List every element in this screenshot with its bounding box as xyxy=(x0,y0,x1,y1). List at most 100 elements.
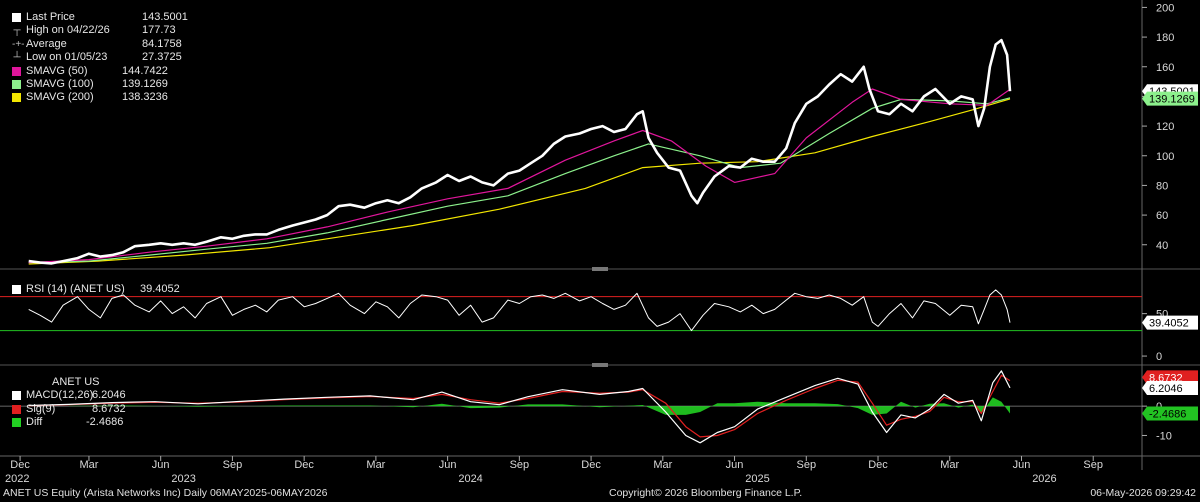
x-tick-label: Sep xyxy=(223,459,243,471)
legend-macd: MACD(12,26) 6.2046 xyxy=(6,389,136,402)
legend-label: Diff xyxy=(26,416,43,429)
macd-diff-histogram xyxy=(68,397,1011,415)
legend-label: RSI (14) (ANET US) xyxy=(26,283,125,295)
legend-average: -+- Average 84.1758 xyxy=(6,37,182,51)
legend-label: MACD(12,26) xyxy=(26,389,94,402)
value-tag xyxy=(1142,380,1198,395)
legend-last-price: Last Price 143.5001 xyxy=(6,11,188,24)
legend-value: 139.1269 xyxy=(122,77,168,90)
x-tick-label: Jun xyxy=(726,459,744,471)
macd-legend: ANET US MACD(12,26) 6.2046 Sig(9) 8.6732… xyxy=(6,376,136,430)
series-line xyxy=(28,88,1011,264)
legend-label: SMAVG (50) xyxy=(26,64,88,77)
y-tick-label: 200 xyxy=(1156,2,1174,14)
legend-swatch xyxy=(12,93,21,103)
legend-value: 84.1758 xyxy=(142,37,182,50)
legend-label: SMAVG (200) xyxy=(26,91,94,104)
value-tag-label: 6.2046 xyxy=(1149,383,1183,395)
legend-high: ┬ High on 04/22/26 177.73 xyxy=(6,24,181,37)
resize-handle xyxy=(592,267,608,271)
legend-label: Sig(9) xyxy=(26,402,56,415)
legend-value: 6.2046 xyxy=(92,389,126,402)
x-tick-label: Sep xyxy=(510,459,530,471)
legend-swatch xyxy=(12,391,21,401)
series-line xyxy=(28,97,1011,264)
legend-value: 144.7422 xyxy=(122,64,168,77)
legend-swatch xyxy=(12,418,21,428)
y-tick-label: 160 xyxy=(1156,62,1174,74)
legend-value: 8.6732 xyxy=(92,402,126,415)
y-tick-label: 120 xyxy=(1156,121,1174,133)
footer-timestamp: 06-May-2026 09:29:42 xyxy=(1090,487,1196,499)
x-tick-label: Mar xyxy=(366,459,385,471)
year-label: 2025 xyxy=(745,473,769,485)
y-tick-label: -10 xyxy=(1156,430,1172,442)
legend-swatch xyxy=(12,285,21,294)
high-marker-icon: ┬ xyxy=(13,25,21,37)
value-tag xyxy=(1142,406,1198,421)
legend-value: 138.3236 xyxy=(122,91,168,104)
legend-value: 143.5001 xyxy=(142,11,188,23)
value-tag-label: -2.4686 xyxy=(1149,408,1186,420)
series-line xyxy=(28,289,1011,332)
y-tick-label: 60 xyxy=(1156,210,1168,222)
y-tick-label: 80 xyxy=(1156,180,1168,192)
legend-swatch xyxy=(12,13,21,22)
y-tick-label: 40 xyxy=(1156,240,1168,252)
legend-swatch xyxy=(12,79,21,89)
x-tick-label: Jun xyxy=(1013,459,1031,471)
price-legend: Last Price 143.5001 ┬ High on 04/22/26 1… xyxy=(6,11,188,105)
x-tick-label: Sep xyxy=(1083,459,1103,471)
value-tag-label: 39.4052 xyxy=(1149,318,1189,330)
macd-title: ANET US xyxy=(52,376,100,388)
year-label: 2024 xyxy=(458,473,482,485)
value-tag xyxy=(1142,370,1198,385)
legend-label: Low on 01/05/23 xyxy=(26,51,108,64)
legend-swatch xyxy=(12,404,21,414)
legend-smavg-50: SMAVG (50) 144.7422 xyxy=(6,65,181,78)
legend-swatch xyxy=(12,66,21,76)
legend-label: Average xyxy=(26,37,67,50)
series-line xyxy=(28,38,1012,265)
year-label: 2023 xyxy=(171,473,195,485)
legend-smavg-100: SMAVG (100) 139.1269 xyxy=(6,78,181,91)
x-tick-label: Dec xyxy=(10,459,30,471)
legend-value: 27.3725 xyxy=(142,51,182,64)
year-label: 2022 xyxy=(5,473,29,485)
legend-value: 39.4052 xyxy=(140,283,180,295)
value-tag xyxy=(1142,91,1198,106)
x-tick-label: Dec xyxy=(581,459,601,471)
legend-smavg-200: SMAVG (200) 138.3236 xyxy=(6,91,181,104)
x-tick-label: Dec xyxy=(868,459,888,471)
footer-copyright: Copyright© 2026 Bloomberg Finance L.P. xyxy=(609,487,803,499)
legend-label: High on 04/22/26 xyxy=(26,24,110,37)
legend-signal: Sig(9) 8.6732 xyxy=(6,403,136,416)
y-tick-label: 0 xyxy=(1156,351,1162,363)
legend-label: SMAVG (100) xyxy=(26,77,94,90)
series-line xyxy=(28,98,1011,265)
x-tick-label: Sep xyxy=(796,459,816,471)
legend-value: -2.4686 xyxy=(86,416,124,429)
x-tick-label: Jun xyxy=(152,459,170,471)
year-label: 2026 xyxy=(1032,473,1056,485)
macd-legend-title: ANET US xyxy=(6,376,136,389)
x-tick-label: Mar xyxy=(940,459,959,471)
average-marker-icon: -+- xyxy=(12,38,25,50)
footer-source: ANET US Equity (Arista Networks Inc) Dai… xyxy=(3,487,328,499)
value-tag-label: 139.1269 xyxy=(1149,94,1195,106)
legend-diff: Diff -2.4686 xyxy=(6,416,136,429)
series-line xyxy=(28,370,1011,444)
legend-label: Last Price xyxy=(26,11,75,23)
low-marker-icon: ┴ xyxy=(13,52,21,64)
x-tick-label: Mar xyxy=(653,459,672,471)
legend-low: ┴ Low on 01/05/23 27.3725 xyxy=(6,51,181,64)
x-tick-label: Jun xyxy=(439,459,457,471)
y-tick-label: 100 xyxy=(1156,151,1174,163)
x-tick-label: Mar xyxy=(79,459,98,471)
value-tag xyxy=(1142,315,1198,330)
y-tick-label: 180 xyxy=(1156,32,1174,44)
resize-handle xyxy=(592,363,608,367)
x-tick-label: Dec xyxy=(294,459,314,471)
legend-value: 177.73 xyxy=(142,24,176,37)
